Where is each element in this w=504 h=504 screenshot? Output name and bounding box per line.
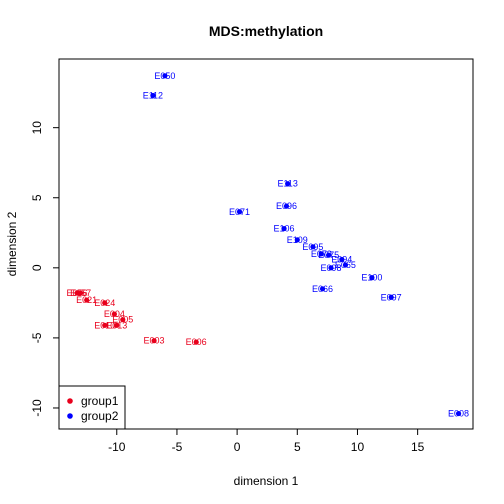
series-group2: E050 E112 E071 E113 E096 E106E109E095E079E075… — [143, 71, 469, 419]
point-label: E113 — [277, 179, 297, 189]
data-point — [74, 290, 80, 296]
point-label: E100 — [361, 273, 382, 283]
data-point — [339, 256, 345, 263]
point-label: E013 — [106, 320, 127, 330]
y-tick-label: 10 — [30, 121, 44, 135]
point-label: E079 — [311, 249, 332, 259]
x-tick-label: 5 — [294, 440, 301, 454]
data-point — [318, 251, 324, 257]
point-label: E005 — [112, 315, 133, 325]
x-tick-label: 0 — [234, 440, 241, 454]
data-point — [281, 225, 287, 232]
y-tick-label: 0 — [30, 264, 44, 271]
point-label: E010 — [94, 320, 115, 330]
legend-marker — [67, 413, 73, 419]
data-point — [102, 300, 108, 306]
point-label: E056 — [67, 288, 88, 298]
data-point — [120, 317, 126, 323]
point-label: E021 — [76, 295, 97, 305]
legend-marker — [67, 398, 73, 404]
data-point — [294, 237, 300, 243]
data-point — [162, 73, 168, 79]
data-point — [84, 297, 90, 303]
point-label: E004 — [104, 309, 125, 319]
data-point — [78, 290, 84, 296]
point-label: E024 — [94, 298, 115, 308]
point-label: E098 — [320, 263, 341, 273]
point-label: E095 — [302, 242, 323, 252]
point-label: E071 — [229, 207, 250, 217]
x-tick-label: 10 — [351, 440, 365, 454]
legend-label: group1 — [81, 394, 119, 408]
data-point — [236, 209, 243, 215]
point-label: E097 — [381, 292, 402, 302]
x-tick-label: -5 — [172, 440, 183, 454]
data-point — [310, 244, 316, 250]
data-point — [102, 322, 108, 328]
data-point — [455, 410, 462, 417]
data-point — [150, 92, 156, 99]
y-tick-label: -10 — [30, 399, 44, 417]
x-axis: -10 -5 0 5 10 15 — [108, 429, 425, 454]
point-label: E003 — [144, 336, 165, 346]
x-axis-label: dimension 1 — [234, 474, 299, 488]
x-tick-label: 15 — [411, 440, 425, 454]
point-label: E096 — [276, 201, 297, 211]
point-label: E057 — [70, 288, 91, 298]
data-point — [369, 275, 375, 281]
legend-label: group2 — [81, 409, 119, 423]
legend-box — [58, 385, 126, 430]
y-axis-label: dimension 2 — [5, 211, 19, 276]
data-point — [193, 339, 199, 345]
point-label: E008 — [448, 409, 469, 419]
data-point — [388, 294, 394, 300]
plot-frame — [58, 58, 474, 430]
point-label: E066 — [312, 284, 333, 294]
point-label: E094 — [331, 254, 352, 264]
data-point — [151, 338, 157, 344]
data-point — [325, 252, 332, 258]
point-label: E109 — [287, 235, 308, 245]
y-axis: -10 -5 0 5 10 — [30, 121, 59, 417]
data-point — [342, 262, 349, 268]
data-point — [283, 203, 290, 209]
point-label: E050 — [154, 71, 175, 81]
point-label: E106 — [274, 224, 295, 234]
data-point — [285, 181, 291, 187]
y-tick-label: -5 — [30, 332, 44, 343]
data-point — [319, 286, 326, 292]
chart-title: MDS:methylation — [209, 23, 323, 39]
point-label: E112 — [143, 90, 163, 100]
data-point — [328, 265, 334, 271]
data-point — [114, 322, 120, 328]
x-tick-label: -10 — [108, 440, 126, 454]
point-label: E006 — [186, 337, 207, 347]
point-label: E065 — [335, 260, 356, 270]
y-tick-label: 5 — [30, 194, 44, 201]
data-point — [111, 311, 117, 317]
point-label: E075 — [318, 250, 339, 260]
